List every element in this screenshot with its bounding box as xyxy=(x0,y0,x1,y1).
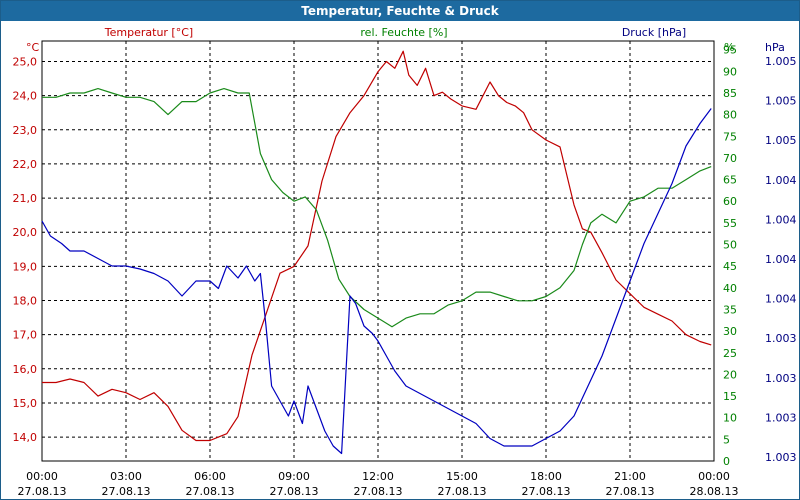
x-tick-date: 27.08.13 xyxy=(522,485,571,498)
x-tick-date: 27.08.13 xyxy=(102,485,151,498)
humidity-tick-label: 85 xyxy=(723,87,737,100)
humidity-tick-label: 30 xyxy=(723,325,737,338)
humidity-tick-label: 75 xyxy=(723,130,737,143)
pressure-unit-label: hPa xyxy=(765,41,785,54)
pressure-tick-label: 1.003 xyxy=(765,451,797,464)
x-tick-date: 27.08.13 xyxy=(18,485,67,498)
humidity-tick-label: 45 xyxy=(723,260,737,273)
x-tick-time: 00:00 xyxy=(26,470,58,483)
x-tick-time: 15:00 xyxy=(446,470,478,483)
pressure-tick-label: 1.005 xyxy=(765,55,797,68)
humidity-tick-label: 20 xyxy=(723,368,737,381)
pressure-tick-label: 1.005 xyxy=(765,134,797,147)
temperature-tick-label: 22,0 xyxy=(13,158,38,171)
humidity-tick-label: 25 xyxy=(723,347,737,360)
series-lines xyxy=(41,50,712,455)
humidity-tick-label: 90 xyxy=(723,65,737,78)
x-tick-time: 03:00 xyxy=(110,470,142,483)
temperature-tick-label: 15,0 xyxy=(13,397,38,410)
pressure-tick-label: 1.003 xyxy=(765,411,797,424)
x-tick-date: 27.08.13 xyxy=(606,485,655,498)
humidity-tick-label: 50 xyxy=(723,239,737,252)
humidity-tick-label: 80 xyxy=(723,109,737,122)
pressure-tick-label: 1.005 xyxy=(765,95,797,108)
plot-border xyxy=(41,40,715,462)
temperature-tick-label: 25,0 xyxy=(13,55,38,68)
temperature-tick-label: 21,0 xyxy=(13,192,38,205)
temperature-axis-title: Temperatur [°C] xyxy=(104,26,193,39)
temperature-unit-label: °C xyxy=(26,41,40,54)
x-tick-date: 27.08.13 xyxy=(438,485,487,498)
window-title: Temperatur, Feuchte & Druck xyxy=(1,1,799,21)
x-tick-time: 06:00 xyxy=(194,470,226,483)
axis-labels: 00:00 27.08.13 03:00 27.08.13 06:00 27.08.13 0… xyxy=(13,26,797,498)
pressure-axis-title: Druck [hPa] xyxy=(622,26,686,39)
x-tick-time: 09:00 xyxy=(278,470,310,483)
grid-lines xyxy=(42,41,714,461)
humidity-tick-label: 65 xyxy=(723,174,737,187)
temperature-tick-label: 16,0 xyxy=(13,363,38,376)
humidity-tick-label: 5 xyxy=(723,433,730,446)
x-tick-date: 27.08.13 xyxy=(354,485,403,498)
temperature-tick-label: 20,0 xyxy=(13,226,38,239)
temperature-tick-label: 23,0 xyxy=(13,124,38,137)
x-tick-time: 12:00 xyxy=(362,470,394,483)
pressure-tick-label: 1.004 xyxy=(765,293,797,306)
pressure-tick-label: 1.003 xyxy=(765,332,797,345)
humidity-tick-label: 35 xyxy=(723,303,737,316)
x-tick-time: 00:00 xyxy=(698,470,730,483)
temperature-line xyxy=(42,50,712,442)
humidity-tick-label: 70 xyxy=(723,152,737,165)
chart-canvas: 00:00 27.08.13 03:00 27.08.13 06:00 27.08.13 0… xyxy=(13,26,797,498)
pressure-line xyxy=(41,108,712,455)
temperature-tick-label: 24,0 xyxy=(13,90,38,103)
humidity-tick-label: 95 xyxy=(723,44,737,57)
pressure-tick-label: 1.003 xyxy=(765,372,797,385)
humidity-unit-label: % xyxy=(724,41,734,54)
x-tick-date: 27.08.13 xyxy=(186,485,235,498)
x-tick-date: 27.08.13 xyxy=(270,485,319,498)
humidity-tick-label: 55 xyxy=(723,217,737,230)
humidity-tick-label: 0 xyxy=(723,455,730,468)
humidity-tick-label: 40 xyxy=(723,282,737,295)
x-tick-time: 21:00 xyxy=(614,470,646,483)
x-tick-time: 18:00 xyxy=(530,470,562,483)
temperature-tick-label: 17,0 xyxy=(13,329,38,342)
temperature-tick-label: 14,0 xyxy=(13,431,38,444)
pressure-tick-label: 1.004 xyxy=(765,174,797,187)
temperature-tick-label: 19,0 xyxy=(13,260,38,273)
humidity-line xyxy=(42,87,712,328)
humidity-axis-title: rel. Feuchte [%] xyxy=(360,26,447,39)
x-tick-date: 28.08.13 xyxy=(690,485,739,498)
humidity-tick-label: 15 xyxy=(723,390,737,403)
pressure-tick-label: 1.004 xyxy=(765,213,797,226)
humidity-tick-label: 10 xyxy=(723,412,737,425)
pressure-tick-label: 1.004 xyxy=(765,253,797,266)
humidity-tick-label: 60 xyxy=(723,195,737,208)
temperature-tick-label: 18,0 xyxy=(13,295,38,308)
